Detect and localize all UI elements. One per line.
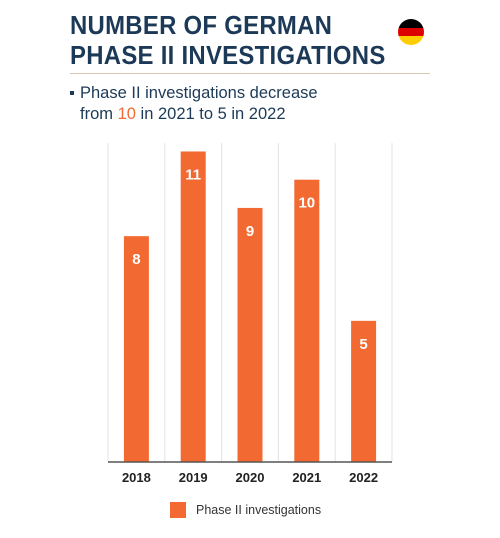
data-label-2018: 8 [132, 251, 140, 268]
bar-2020 [237, 207, 263, 462]
x-tick-label-2022: 2022 [349, 470, 378, 485]
flag-stripe-gold [398, 36, 424, 45]
subtitle-highlight-value: 10 [117, 105, 136, 123]
legend-label: Phase II investigations [196, 503, 322, 517]
data-label-2022: 5 [359, 336, 367, 353]
x-tick-label-2021: 2021 [292, 470, 321, 485]
legend-swatch [170, 502, 186, 518]
title-divider [70, 73, 430, 74]
chart-title-line1: NUMBER OF GERMAN [70, 10, 333, 40]
x-tick-label-2020: 2020 [236, 470, 265, 485]
flag-stripe-black [398, 19, 424, 28]
data-label-2020: 9 [246, 223, 254, 240]
chart-title-line2: PHASE II INVESTIGATIONS [70, 40, 386, 70]
subtitle-line2: from 10 in 2021 to 5 in 2022 [70, 104, 430, 125]
flag-stripe-red [398, 27, 424, 37]
bar-2022 [351, 320, 377, 462]
x-tick-label-2018: 2018 [122, 470, 151, 485]
subtitle-rest: in 2021 to 5 in 2022 [140, 105, 286, 123]
subtitle-from: from [80, 105, 113, 123]
bar-2021 [294, 179, 320, 463]
chart-legend: Phase II investigations [170, 502, 321, 518]
x-tick-label-2019: 2019 [179, 470, 208, 485]
bar-2018 [123, 236, 149, 462]
chart-title: NUMBER OF GERMAN PHASE II INVESTIGATIONS [70, 10, 386, 70]
subtitle-line1: Phase II investigations decrease [70, 83, 430, 104]
bullet-icon [70, 90, 74, 95]
data-label-2021: 10 [298, 195, 315, 212]
subtitle-line1-text: Phase II investigations decrease [80, 84, 318, 102]
data-label-2019: 11 [185, 166, 201, 183]
bar-2019 [180, 151, 206, 462]
germany-flag-icon [398, 19, 424, 45]
chart-subtitle: Phase II investigations decrease from 10… [70, 83, 430, 125]
